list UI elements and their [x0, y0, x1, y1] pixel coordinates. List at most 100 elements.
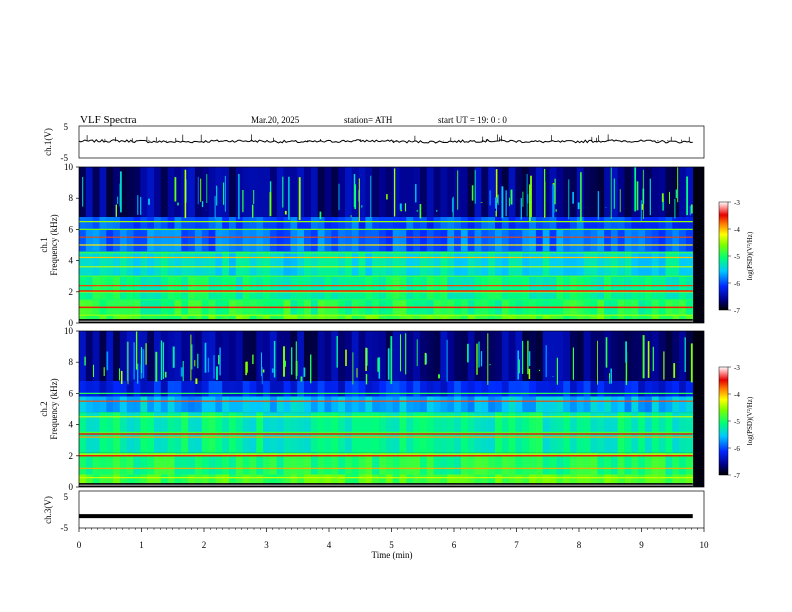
- spectrogram-cell: [556, 396, 564, 413]
- spectrogram-cell: [188, 251, 196, 277]
- spectrogram-cell: [290, 474, 298, 487]
- spectrogram-cell: [256, 276, 264, 300]
- spectrogram-cell: [556, 380, 564, 397]
- spectrogram-cell: [167, 474, 175, 487]
- time-tick-label: 6: [452, 540, 457, 550]
- spectrogram-cell: [508, 474, 516, 487]
- spectrogram-cell: [685, 380, 694, 397]
- spectrogram-cell: [420, 474, 428, 487]
- spectrogram-cell: [379, 251, 387, 277]
- spectrogram-cell: [140, 251, 148, 277]
- spectrogram-cell: [304, 331, 312, 381]
- spectrogram-cell: [420, 380, 428, 397]
- spectrogram-cell: [481, 276, 489, 300]
- spectrogram-cell: [542, 251, 550, 277]
- spectrogram-cell: [440, 167, 448, 217]
- spectrogram-cell: [113, 251, 121, 277]
- spectrogram-cell: [570, 452, 578, 475]
- time-tick-label: 3: [264, 540, 269, 550]
- spectrogram-cell: [474, 474, 482, 487]
- spectrogram-cell: [249, 396, 257, 413]
- spectrogram-cell: [460, 276, 469, 300]
- spectrogram-cell: [167, 396, 175, 413]
- spectrogram-cell: [99, 167, 107, 217]
- spectrogram-cell: [379, 216, 387, 230]
- spectrogram-cell: [345, 331, 353, 381]
- spectrogram-cell: [617, 251, 625, 277]
- spectrogram-cell: [610, 276, 619, 300]
- spectrogram-cell: [426, 251, 434, 277]
- spectrogram-cell: [651, 380, 659, 397]
- spectrogram-cell: [304, 452, 312, 475]
- spectrogram-cell: [147, 167, 155, 217]
- spectrogram-cell: [535, 331, 544, 381]
- spectrogram-cell: [283, 216, 291, 230]
- spectrogram-cell: [160, 380, 168, 397]
- spectrogram-cell: [160, 474, 168, 487]
- spectrogram-cell: [85, 216, 93, 230]
- spectrogram-cell: [495, 474, 503, 487]
- spectrogram-cell: [474, 396, 482, 413]
- spectrogram-cell: [324, 380, 332, 397]
- spectrogram-cell: [297, 380, 305, 397]
- spectrogram-cell: [645, 396, 653, 413]
- frequency-tick-label: 8: [69, 357, 74, 367]
- spectrogram-cell: [508, 331, 516, 381]
- spectrogram-cell: [79, 474, 87, 487]
- spectrogram-cell: [188, 229, 196, 252]
- spectrogram-cell: [447, 276, 455, 300]
- spectrogram-cell: [658, 380, 666, 397]
- spectrogram-cell: [576, 276, 584, 300]
- spectrogram-cell: [119, 251, 128, 277]
- spectrogram-cell: [385, 452, 394, 475]
- spectrogram-cell: [345, 229, 353, 252]
- spectrogram-cell: [604, 396, 612, 413]
- spectrogram-cell: [351, 331, 359, 381]
- ch3-ytick-bottom: -5: [61, 523, 69, 533]
- spectrogram-cell: [474, 216, 482, 230]
- spectrogram-cell: [631, 251, 639, 277]
- spectrogram-cell: [269, 167, 278, 217]
- spectrogram-cell: [290, 167, 298, 217]
- spectrogram-cell: [297, 474, 305, 487]
- spectrogram-cell: [310, 229, 319, 252]
- spectrogram-cell: [563, 167, 571, 217]
- spectrogram-cell: [194, 380, 203, 397]
- spectrogram-cell: [310, 474, 319, 487]
- spectrogram-cell: [324, 167, 332, 217]
- spectrogram-cell: [658, 396, 666, 413]
- spectrogram-cell: [406, 167, 414, 217]
- spectrogram-cell: [269, 229, 278, 252]
- spectrogram-cell: [351, 452, 359, 475]
- spectrogram-cell: [113, 229, 121, 252]
- spectrogram-cell: [576, 380, 584, 397]
- spectrogram-cell: [433, 167, 441, 217]
- spectrogram-cell: [665, 474, 673, 487]
- spectrogram-cell: [529, 167, 537, 217]
- spectrogram-cell: [617, 396, 625, 413]
- spectrogram-cell: [406, 331, 414, 381]
- spectrogram-cell: [467, 167, 475, 217]
- spectrogram-cell: [467, 276, 475, 300]
- spectrogram-cell: [119, 167, 128, 217]
- spectrogram-cell: [276, 229, 284, 252]
- spectrogram-cell: [508, 229, 516, 252]
- spectrogram-cell: [535, 276, 544, 300]
- spectrogram-cell: [147, 276, 155, 300]
- spectrogram-cell: [208, 251, 216, 277]
- spectrogram-cell: [92, 276, 100, 300]
- spectrogram-cell: [276, 251, 284, 277]
- spectrogram-cell: [126, 474, 134, 487]
- spectrogram-cell: [454, 229, 462, 252]
- spectrogram-cell: [522, 167, 530, 217]
- spectrogram-cell: [604, 276, 612, 300]
- spectrogram-cell: [297, 396, 305, 413]
- spectrogram-cell: [372, 167, 380, 217]
- spectrogram-cell: [119, 276, 128, 300]
- spectrogram-cell: [160, 216, 168, 230]
- spectrogram-cell: [685, 251, 694, 277]
- spectrogram-cell: [474, 229, 482, 252]
- spectrogram-cell: [229, 229, 237, 252]
- spectrogram-cell: [229, 396, 237, 413]
- spectrogram-cell: [290, 216, 298, 230]
